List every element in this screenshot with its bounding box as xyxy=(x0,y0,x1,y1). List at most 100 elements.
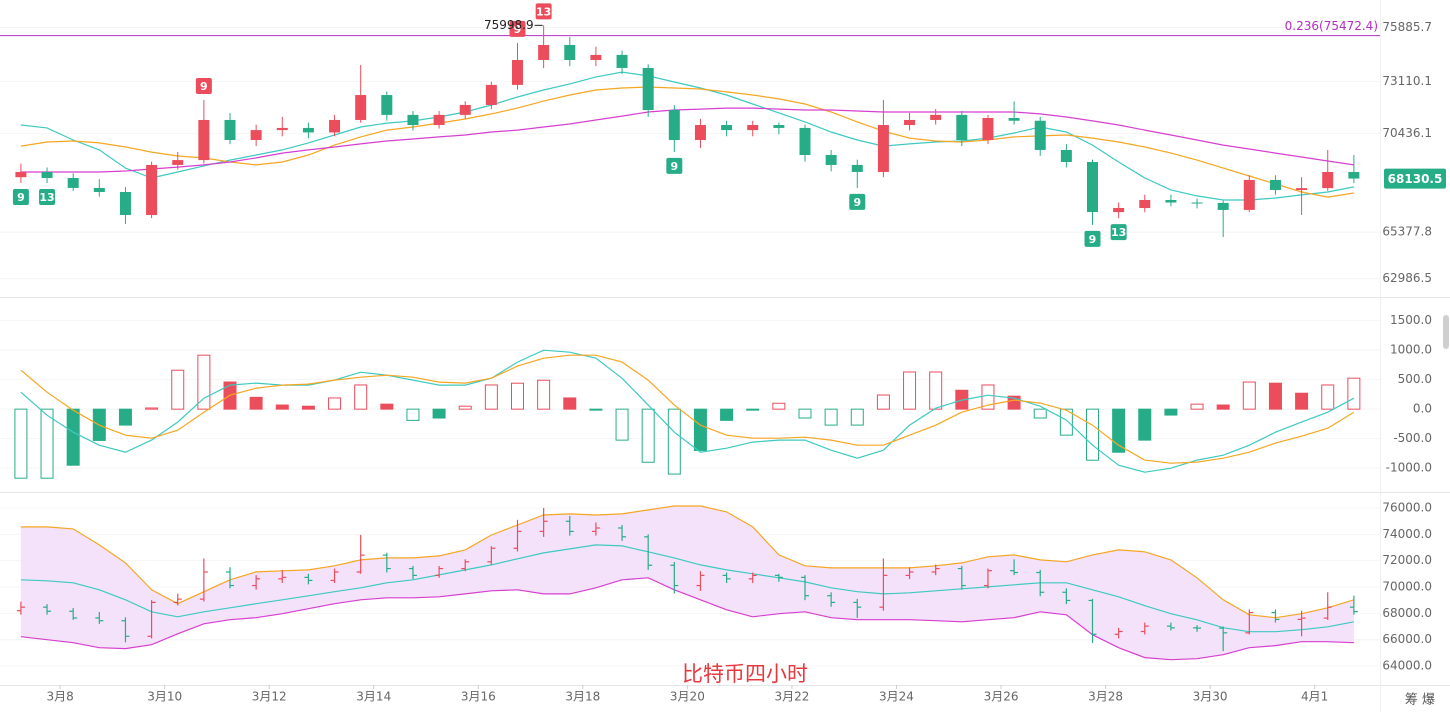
fib-label: 0.236(75472.4) xyxy=(1285,19,1378,33)
candle-body xyxy=(329,119,341,133)
candle-body xyxy=(485,84,497,105)
macd-bar xyxy=(406,408,420,421)
y-tick-label: 70436.1 xyxy=(1382,126,1432,140)
macd-bar xyxy=(589,408,603,411)
high-label: 75998.9 xyxy=(484,18,534,32)
td-marker-label: 9 xyxy=(200,80,208,93)
macd-bar xyxy=(824,408,838,426)
y-tick-label: 74000.0 xyxy=(1382,527,1432,541)
candle-body xyxy=(1087,162,1098,213)
candle-body xyxy=(538,44,550,60)
macd-bar xyxy=(40,408,54,479)
candle-body xyxy=(276,127,288,131)
candle-body xyxy=(668,110,680,141)
x-tick-label: 3月26 xyxy=(984,690,1019,704)
td-marker xyxy=(535,3,552,20)
macd-bar xyxy=(1059,408,1073,436)
td-marker xyxy=(39,189,56,206)
macd-bar xyxy=(197,354,211,410)
middle-band xyxy=(20,544,1355,633)
upper-band xyxy=(20,505,1355,619)
macd-bar xyxy=(1164,408,1178,416)
candle-body xyxy=(433,114,445,126)
macd-bar xyxy=(903,371,917,410)
candle-body xyxy=(355,95,367,120)
macd-bar xyxy=(301,405,315,410)
candle-body xyxy=(459,104,471,115)
macd-bar xyxy=(772,402,786,410)
candle-body xyxy=(721,125,733,131)
macd-bar xyxy=(66,408,80,466)
macd-bar xyxy=(850,408,864,426)
candle-body xyxy=(1191,202,1203,204)
x-tick-label: 3月18 xyxy=(565,690,600,704)
y-tick-label: 500.0 xyxy=(1398,372,1432,386)
watermark: 筹 爆 xyxy=(1405,692,1435,708)
macd-bar xyxy=(1347,377,1361,410)
scrollbar-thumb[interactable] xyxy=(1443,315,1449,349)
macd-bar xyxy=(1321,384,1335,410)
candle-body xyxy=(146,164,158,215)
moving-average-line xyxy=(20,107,1354,173)
y-tick-label: 65377.8 xyxy=(1382,225,1432,239)
y-tick-label: 76000.0 xyxy=(1382,500,1432,514)
candle-body xyxy=(407,114,419,126)
candle-body xyxy=(512,59,523,85)
y-tick-label: 66000.0 xyxy=(1382,632,1432,646)
candle-body xyxy=(1269,179,1281,191)
x-tick-label: 3月14 xyxy=(356,690,391,704)
y-tick-label: 72000.0 xyxy=(1382,553,1432,567)
y-tick-label: -500.0 xyxy=(1393,431,1432,445)
macd-bar xyxy=(537,379,551,410)
x-tick-label: 3月22 xyxy=(774,690,809,704)
macd-bar xyxy=(667,408,681,475)
y-tick-label: 70000.0 xyxy=(1382,580,1432,594)
y-tick-label: 64000.0 xyxy=(1382,659,1432,673)
macd-bar xyxy=(14,408,28,479)
candle-body xyxy=(41,171,53,178)
macd-bar xyxy=(615,408,629,441)
y-tick-label: 1000.0 xyxy=(1390,343,1432,357)
macd-bar xyxy=(118,408,132,426)
macd-bar xyxy=(1112,408,1126,453)
macd-bar xyxy=(929,371,943,410)
macd-bar xyxy=(145,407,159,410)
y-tick-label: 68000.0 xyxy=(1382,606,1432,620)
dea-line xyxy=(20,354,1355,464)
macd-bar xyxy=(484,384,498,410)
candle-body xyxy=(564,44,576,60)
macd-bar xyxy=(1138,408,1152,441)
x-tick-label: 4月1 xyxy=(1301,690,1328,704)
candle-body xyxy=(616,54,628,68)
candle-body xyxy=(381,95,393,115)
macd-bar xyxy=(432,408,446,419)
candle-body xyxy=(1348,171,1360,179)
candle-body xyxy=(250,130,262,141)
macd-bar xyxy=(798,408,812,419)
macd-bar xyxy=(275,404,289,410)
td-marker xyxy=(849,193,866,210)
x-tick-label: 3月8 xyxy=(46,690,73,704)
td-marker xyxy=(195,77,212,94)
td-marker-label: 9 xyxy=(514,23,522,36)
candle-body xyxy=(15,171,27,178)
candle-body xyxy=(172,160,184,165)
x-tick-label: 3月10 xyxy=(147,690,182,704)
x-tick-label: 3月20 xyxy=(670,690,705,704)
candle-body xyxy=(930,114,942,120)
candle-body xyxy=(982,118,994,141)
candle-body xyxy=(825,155,837,165)
x-tick-label: 3月16 xyxy=(461,690,496,704)
td-marker-label: 13 xyxy=(39,191,54,204)
td-marker xyxy=(1084,230,1101,247)
macd-bar xyxy=(1033,408,1047,419)
td-marker-label: 9 xyxy=(17,191,25,204)
moving-average-line xyxy=(20,71,1355,201)
candle-body xyxy=(1322,171,1334,189)
candle-body xyxy=(1060,149,1072,163)
macd-bar xyxy=(1295,392,1309,410)
macd-bar xyxy=(1242,381,1256,410)
candle-body xyxy=(904,119,916,126)
macd-bar xyxy=(563,397,577,410)
